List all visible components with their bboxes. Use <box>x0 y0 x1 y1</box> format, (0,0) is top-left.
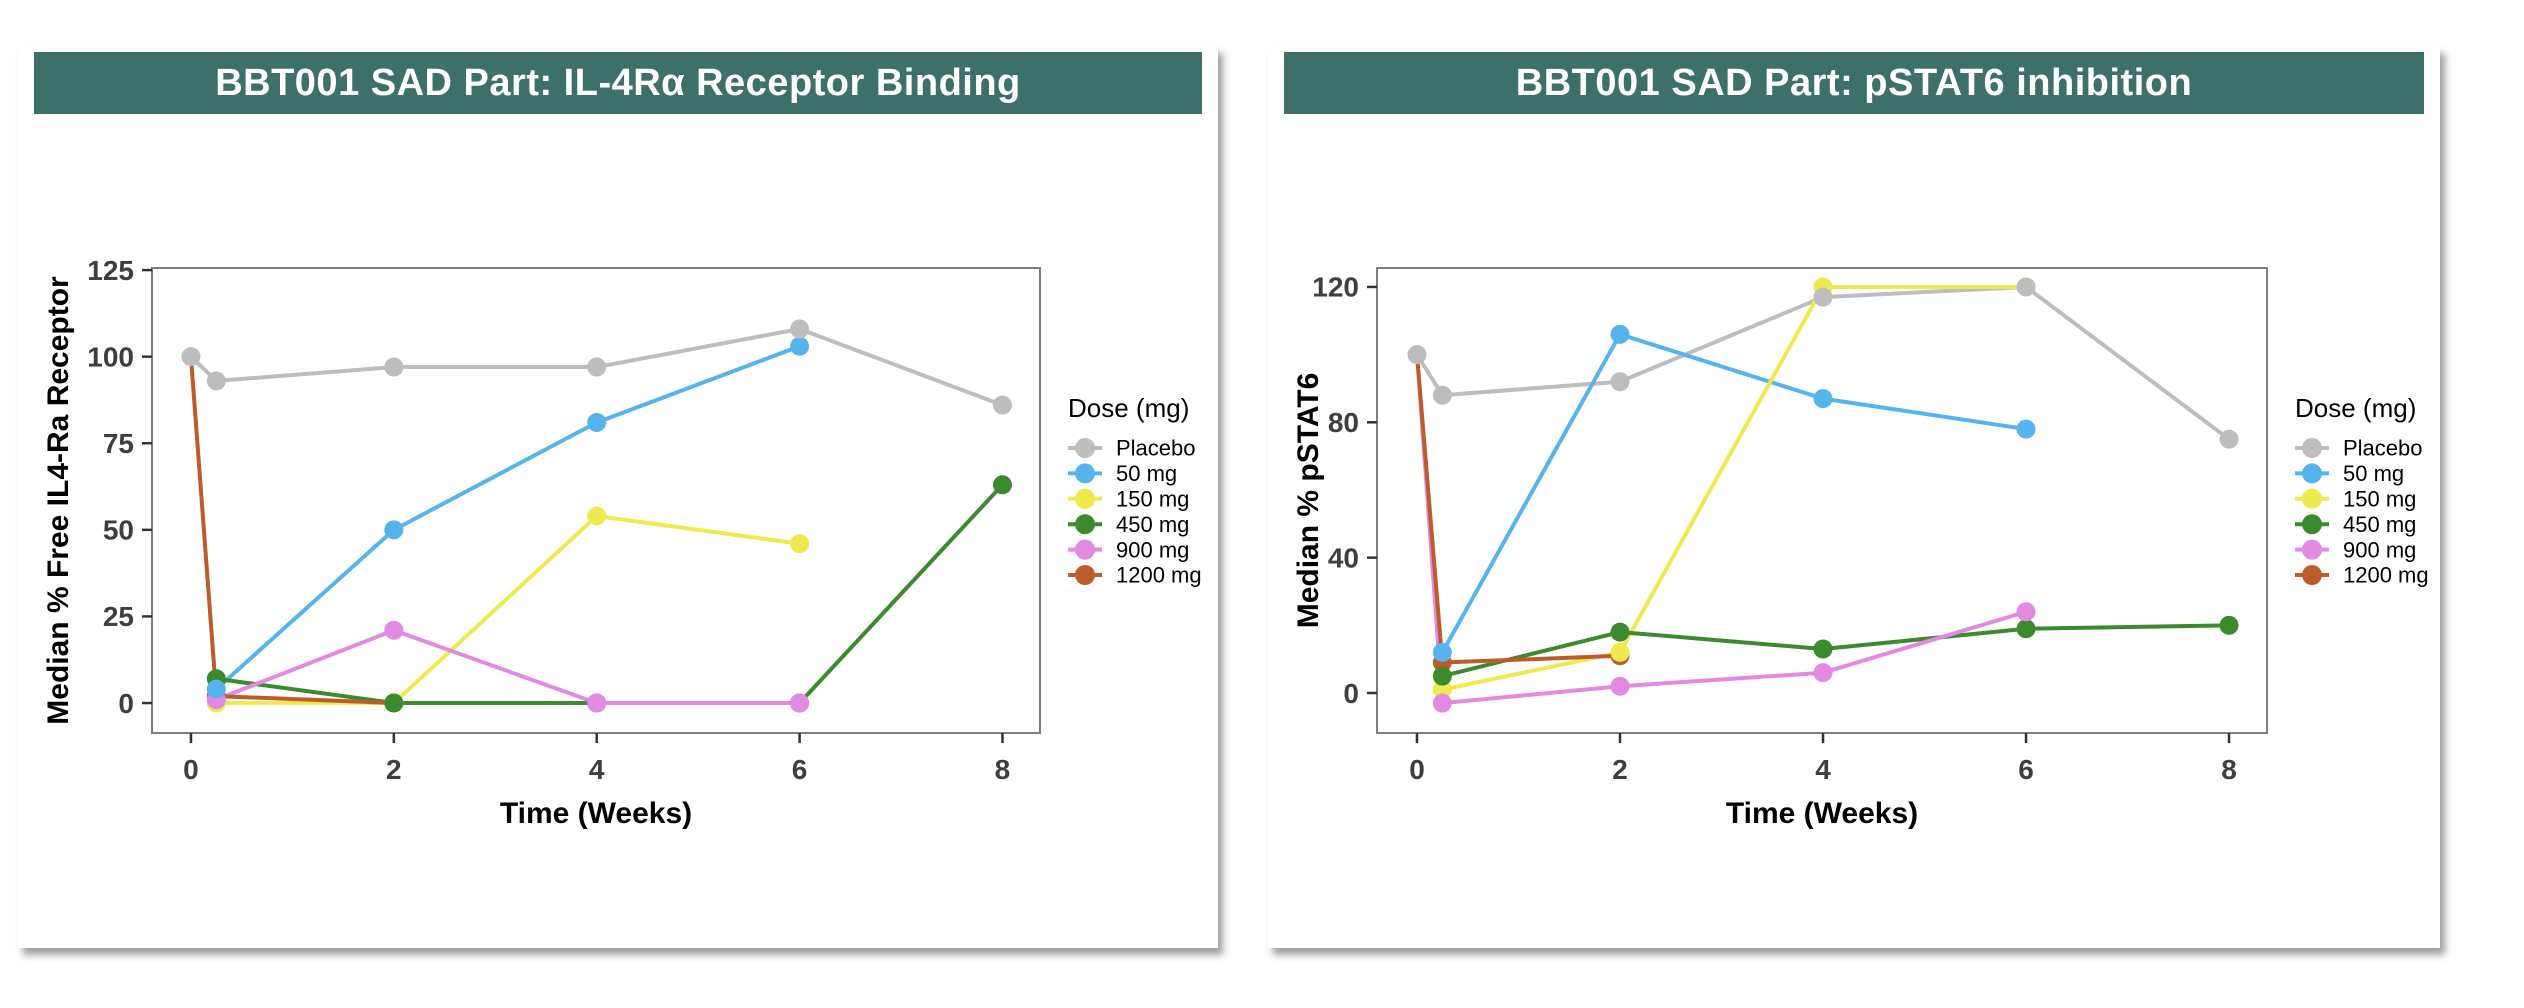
svg-text:Median % Free IL4-Ra Receptor: Median % Free IL4-Ra Receptor <box>42 276 75 725</box>
pstat6-inhibition-line-chart: 0 40 80 120 0 2 4 6 8 Time (Weeks) Median % pSTAT6… <box>1292 267 2429 830</box>
il4ra-binding-chart-card: BBT001 SAD Part: IL-4Rα Receptor Binding… <box>18 46 1218 948</box>
svg-text:150 mg: 150 mg <box>2343 487 2416 512</box>
svg-text:2: 2 <box>386 754 402 785</box>
svg-text:120: 120 <box>1312 272 1359 303</box>
svg-text:0: 0 <box>1343 678 1359 709</box>
svg-text:0: 0 <box>183 754 199 785</box>
svg-text:6: 6 <box>792 754 808 785</box>
svg-text:1200 mg: 1200 mg <box>1116 563 1202 588</box>
svg-text:900 mg: 900 mg <box>2343 537 2416 562</box>
svg-text:100: 100 <box>87 341 134 372</box>
svg-text:150 mg: 150 mg <box>1116 487 1189 512</box>
svg-text:80: 80 <box>1328 407 1359 438</box>
svg-text:4: 4 <box>589 754 605 785</box>
svg-text:Time (Weeks): Time (Weeks) <box>1726 797 1918 830</box>
svg-text:Placebo: Placebo <box>1116 436 1196 461</box>
svg-text:Median % pSTAT6: Median % pSTAT6 <box>1292 373 1325 629</box>
pstat6-chart-title-banner: BBT001 SAD Part: pSTAT6 inhibition <box>1284 52 2424 114</box>
svg-text:900 mg: 900 mg <box>1116 537 1189 562</box>
svg-text:Placebo: Placebo <box>2343 436 2423 461</box>
svg-text:450 mg: 450 mg <box>1116 512 1189 537</box>
svg-text:8: 8 <box>995 754 1011 785</box>
svg-text:25: 25 <box>103 601 134 632</box>
svg-text:1200 mg: 1200 mg <box>2343 563 2429 588</box>
svg-text:Dose (mg): Dose (mg) <box>1068 393 1189 423</box>
svg-text:40: 40 <box>1328 542 1359 573</box>
svg-text:0: 0 <box>118 688 134 719</box>
svg-text:2: 2 <box>1612 754 1628 785</box>
svg-text:50 mg: 50 mg <box>1116 461 1177 486</box>
svg-text:50: 50 <box>103 515 134 546</box>
svg-text:Time (Weeks): Time (Weeks) <box>500 797 692 830</box>
svg-text:8: 8 <box>2221 754 2237 785</box>
il4ra-binding-line-chart: 0 25 50 75 100 125 0 2 4 6 8 Time (Weeks) Median % F… <box>42 255 1202 830</box>
svg-text:125: 125 <box>87 255 134 286</box>
svg-text:6: 6 <box>2018 754 2034 785</box>
il4ra-chart-title-banner: BBT001 SAD Part: IL-4Rα Receptor Binding <box>34 52 1202 114</box>
svg-text:Dose (mg): Dose (mg) <box>2295 393 2416 423</box>
svg-text:75: 75 <box>103 428 134 459</box>
svg-text:4: 4 <box>1815 754 1831 785</box>
pstat6-inhibition-chart-card: BBT001 SAD Part: pSTAT6 inhibition 0 40 80… <box>1268 46 2440 948</box>
svg-text:0: 0 <box>1409 754 1425 785</box>
svg-text:50 mg: 50 mg <box>2343 461 2404 486</box>
svg-text:450 mg: 450 mg <box>2343 512 2416 537</box>
